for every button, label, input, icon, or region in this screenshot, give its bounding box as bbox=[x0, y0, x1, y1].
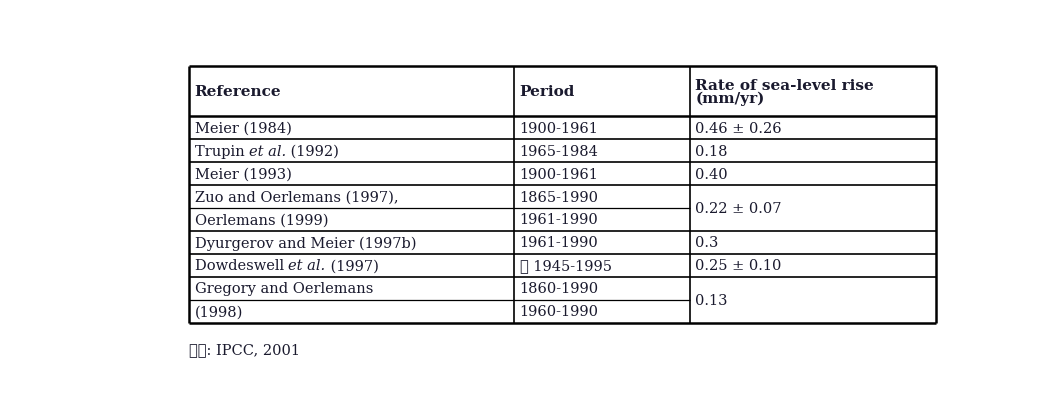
Text: (1998): (1998) bbox=[195, 305, 243, 319]
Text: 1865-1990: 1865-1990 bbox=[520, 190, 598, 204]
Text: Dyurgerov and Meier (1997b): Dyurgerov and Meier (1997b) bbox=[195, 236, 416, 250]
Text: (mm/yr): (mm/yr) bbox=[695, 91, 764, 106]
Text: Period: Period bbox=[520, 85, 575, 99]
Text: Oerlemans (1999): Oerlemans (1999) bbox=[195, 213, 328, 227]
Text: 0.25 ± 0.10: 0.25 ± 0.10 bbox=[695, 259, 781, 273]
Text: 1961-1990: 1961-1990 bbox=[520, 213, 598, 227]
Text: 1900-1961: 1900-1961 bbox=[520, 121, 598, 135]
Text: Trupin: Trupin bbox=[195, 144, 249, 158]
Text: Zuo and Oerlemans (1997),: Zuo and Oerlemans (1997), bbox=[195, 190, 399, 204]
Text: 약 1945-1995: 약 1945-1995 bbox=[520, 259, 611, 273]
Text: Meier (1993): Meier (1993) bbox=[195, 167, 291, 181]
Text: et al.: et al. bbox=[288, 259, 325, 273]
Text: 0.40: 0.40 bbox=[695, 167, 728, 181]
Text: Reference: Reference bbox=[195, 85, 282, 99]
Text: (1992): (1992) bbox=[286, 144, 339, 158]
Text: 0.13: 0.13 bbox=[695, 293, 728, 307]
Text: 자료: IPCC, 2001: 자료: IPCC, 2001 bbox=[189, 342, 300, 356]
Text: Dowdeswell: Dowdeswell bbox=[195, 259, 288, 273]
Text: Meier (1984): Meier (1984) bbox=[195, 121, 291, 135]
Text: 1961-1990: 1961-1990 bbox=[520, 236, 598, 250]
Text: 0.18: 0.18 bbox=[695, 144, 728, 158]
Text: et al.: et al. bbox=[249, 144, 286, 158]
Text: 0.3: 0.3 bbox=[695, 236, 719, 250]
Text: 1900-1961: 1900-1961 bbox=[520, 167, 598, 181]
Text: (1997): (1997) bbox=[325, 259, 378, 273]
Text: 0.22 ± 0.07: 0.22 ± 0.07 bbox=[695, 202, 781, 216]
Text: Rate of sea-level rise: Rate of sea-level rise bbox=[695, 79, 874, 93]
Text: Gregory and Oerlemans: Gregory and Oerlemans bbox=[195, 282, 373, 296]
Text: 1965-1984: 1965-1984 bbox=[520, 144, 598, 158]
Text: 0.46 ± 0.26: 0.46 ± 0.26 bbox=[695, 121, 782, 135]
Text: 1960-1990: 1960-1990 bbox=[520, 305, 598, 319]
Text: 1860-1990: 1860-1990 bbox=[520, 282, 598, 296]
